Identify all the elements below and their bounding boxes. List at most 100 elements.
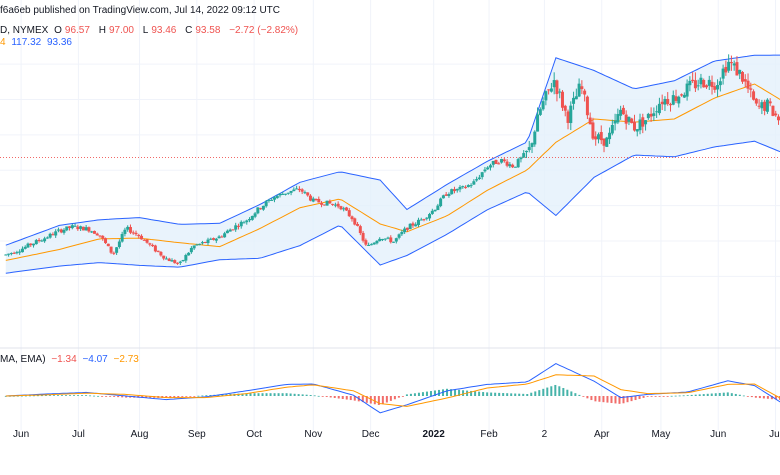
candle-body xyxy=(483,170,486,172)
macd-histogram-bar xyxy=(474,391,476,396)
macd-histogram-bar xyxy=(350,396,352,400)
candle-body xyxy=(112,253,115,254)
candle-body xyxy=(478,178,481,179)
candle-body xyxy=(575,96,578,99)
macd-histogram-bar xyxy=(318,396,320,397)
candle-body xyxy=(248,219,251,220)
candle-body xyxy=(647,114,650,118)
candle-body xyxy=(262,206,265,210)
macd-histogram-bar xyxy=(306,395,308,396)
macd-histogram-bar xyxy=(490,393,492,396)
macd-histogram-bar xyxy=(486,392,488,396)
candle-body xyxy=(569,106,572,123)
candle-body xyxy=(267,200,270,201)
close-label: C xyxy=(185,25,192,36)
candle-body xyxy=(140,236,143,239)
macd-signal-line xyxy=(6,375,780,407)
macd-histogram-bar xyxy=(258,393,260,396)
candle-body xyxy=(110,247,113,253)
macd-histogram-bar xyxy=(390,396,392,401)
candle-body xyxy=(445,194,448,195)
candle-body xyxy=(215,239,218,241)
macd-histogram-bar xyxy=(719,393,721,396)
candle-body xyxy=(428,214,431,218)
candle-body xyxy=(755,99,758,104)
candle-body xyxy=(90,231,93,232)
macd-histogram-bar xyxy=(598,396,600,402)
candle-body xyxy=(107,244,110,246)
candle-body xyxy=(467,185,470,187)
candle-body xyxy=(497,163,500,164)
candle-body xyxy=(603,139,606,146)
candle-body xyxy=(411,223,414,225)
macd-histogram-bar xyxy=(374,396,376,404)
macd-histogram-bar xyxy=(763,396,765,398)
candle-body xyxy=(337,204,340,207)
macd-histogram-bar xyxy=(530,393,532,396)
macd-histogram-bar xyxy=(65,395,67,396)
macd-histogram-bar xyxy=(570,391,572,396)
candle-body xyxy=(522,153,525,157)
macd-histogram-bar xyxy=(679,396,681,397)
bb-lower-value: 93.36 xyxy=(47,37,72,48)
candle-body xyxy=(747,81,750,89)
candle-body xyxy=(256,207,259,213)
macd-histogram-bar xyxy=(69,395,71,396)
macd-histogram-bar xyxy=(113,396,115,397)
macd-histogram-bar xyxy=(342,396,344,399)
candle-body xyxy=(669,104,672,105)
macd-histogram-bar xyxy=(286,393,288,396)
macd-legend: MA, EMA) −1.34 −4.07 −2.73 xyxy=(0,354,142,365)
candle-body xyxy=(727,62,730,71)
x-tick-label: Aug xyxy=(131,429,149,440)
candle-body xyxy=(622,108,625,114)
macd-histogram-bar xyxy=(89,395,91,396)
candle-body xyxy=(98,235,101,236)
candle-body xyxy=(666,99,669,104)
candle-body xyxy=(417,220,420,225)
candle-body xyxy=(625,115,628,124)
candle-body xyxy=(38,240,41,241)
candle-body xyxy=(506,162,509,166)
candle-body xyxy=(26,244,29,248)
macd-histogram-bar xyxy=(498,393,500,396)
candle-body xyxy=(315,199,318,200)
candle-body xyxy=(398,234,401,237)
macd-histogram-bar xyxy=(494,393,496,396)
candle-body xyxy=(270,200,273,201)
macd-histogram-bar xyxy=(506,393,508,396)
candle-body xyxy=(21,249,24,252)
x-tick-label: Dec xyxy=(362,429,380,440)
macd-histogram-bar xyxy=(414,393,416,396)
candle-body xyxy=(157,251,160,252)
x-tick-label: Nov xyxy=(304,429,322,440)
candle-body xyxy=(760,102,763,108)
candle-body xyxy=(686,84,689,97)
macd-histogram-bar xyxy=(201,395,203,396)
candle-body xyxy=(708,80,711,86)
bb-upper-value: 117.32 xyxy=(11,37,41,48)
x-tick-label: May xyxy=(651,429,670,440)
macd-histogram-bar xyxy=(290,394,292,397)
macd-histogram-bar xyxy=(270,393,272,396)
macd-histogram-bar xyxy=(197,396,199,397)
macd-histogram-bar xyxy=(643,396,645,398)
macd-histogram-bar xyxy=(266,393,268,396)
candle-body xyxy=(54,231,57,235)
candle-body xyxy=(118,242,121,247)
change-value: −2.72 (−2.82%) xyxy=(229,25,298,36)
candle-body xyxy=(744,79,747,81)
candle-body xyxy=(691,80,694,81)
candle-body xyxy=(370,244,373,245)
candle-body xyxy=(392,242,395,243)
candle-body xyxy=(517,159,520,167)
low-value: 93.46 xyxy=(151,25,176,36)
candle-body xyxy=(600,132,603,140)
macd-histogram-bar xyxy=(177,396,179,397)
candle-body xyxy=(500,159,503,163)
candle-body xyxy=(472,181,475,184)
macd-histogram-bar xyxy=(510,393,512,396)
macd-histogram-bar xyxy=(181,396,183,397)
macd-histogram-bar xyxy=(193,396,195,397)
